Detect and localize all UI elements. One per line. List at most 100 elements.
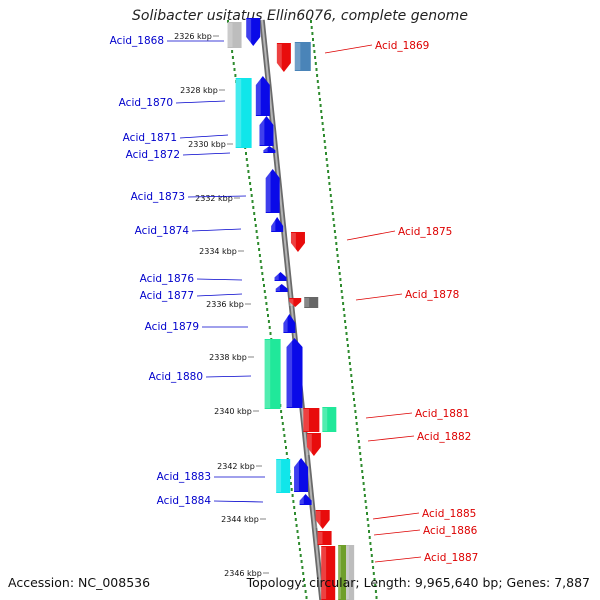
guide-dot — [325, 158, 328, 161]
gene-block-acid1870-arrow — [255, 76, 270, 116]
guide-dot — [359, 452, 362, 455]
guide-dot — [360, 464, 363, 467]
guide-dot — [259, 260, 262, 263]
guide-dot — [366, 512, 368, 515]
gene-label-right: Acid_1878 — [405, 289, 459, 301]
guide-dot — [353, 398, 355, 401]
guide-dot — [342, 302, 345, 305]
gene-block-acid1879-shade — [283, 315, 288, 332]
gene-block-acid1874-shade — [271, 218, 276, 231]
guide-dot — [280, 416, 283, 419]
gene-label-right: Acid_1882 — [417, 431, 471, 443]
guide-dot — [311, 32, 314, 35]
guide-dot — [348, 362, 351, 365]
leader-line — [179, 134, 229, 139]
leader-line — [373, 529, 421, 536]
guide-dot — [264, 296, 267, 299]
guide-dot — [292, 500, 295, 503]
guide-dot — [301, 566, 304, 569]
gene-block-acid1874 — [271, 217, 284, 232]
gene-block-acid1881-b-body — [322, 407, 337, 432]
gene-block-acid1886-shade — [317, 532, 323, 544]
leader-line — [367, 435, 415, 442]
leader-line — [196, 293, 243, 297]
gene-block-acid1878-b-shade — [304, 298, 310, 307]
guide-dot — [359, 458, 362, 461]
guide-dot — [318, 92, 321, 95]
leader-line — [346, 230, 396, 241]
gene-label-left: Acid_1873 — [131, 191, 185, 203]
guide-dot — [335, 248, 338, 251]
guide-dot — [267, 320, 270, 323]
guide-dot — [322, 128, 325, 131]
gene-block-acid1877-body — [275, 284, 288, 292]
guide-dot — [249, 188, 252, 191]
guide-dot — [262, 278, 265, 281]
gene-block-acid1880-b-body — [286, 338, 303, 408]
kbp-tick-label: 2326 kbp — [174, 32, 212, 41]
leader-line — [175, 100, 226, 104]
gene-block-acid1869-b-body — [294, 42, 311, 71]
gene-block-acid1883-b — [294, 458, 309, 492]
gene-block-acid1875-shade — [290, 233, 296, 251]
kbp-tick-label: 2340 kbp — [214, 407, 252, 416]
guide-dot — [302, 572, 305, 575]
guide-dot — [330, 200, 333, 203]
kbp-tick-label: 2334 kbp — [199, 247, 237, 256]
guide-dot — [374, 584, 377, 587]
gene-block-acid1874-body — [271, 217, 284, 232]
guide-dot — [261, 272, 264, 275]
gene-block-acid1878-a — [289, 298, 302, 307]
kbp-tick-label: 2344 kbp — [221, 515, 259, 524]
kbp-tick-label: 2338 kbp — [209, 353, 247, 362]
guide-dot — [327, 170, 330, 173]
guide-dot — [320, 110, 323, 113]
guide-dot — [331, 212, 334, 215]
guide-dot — [367, 524, 370, 527]
guide-dot — [318, 98, 321, 101]
guide-dot — [297, 536, 300, 539]
kbp-tick-label: 2330 kbp — [188, 140, 226, 149]
gene-label-left: Acid_1877 — [140, 290, 194, 302]
guide-dot — [313, 50, 316, 53]
guide-dot — [314, 56, 317, 59]
guide-dot — [293, 506, 296, 509]
gene-block-acid1887-b-body — [338, 545, 347, 600]
gene-block-acid1869-a-shade — [276, 44, 282, 71]
guide-dot — [328, 182, 331, 185]
guide-dot — [347, 350, 350, 353]
leader-line — [365, 412, 413, 419]
leader-line — [196, 278, 243, 281]
guide-dot — [321, 122, 324, 125]
guide-dot — [233, 68, 236, 71]
guide-dot — [249, 182, 252, 185]
guide-dot — [296, 530, 299, 533]
gene-block-acid1870 — [235, 78, 252, 148]
guide-dot — [252, 206, 255, 209]
guide-dot — [231, 50, 234, 53]
guide-dot — [289, 482, 292, 485]
gene-block-acid1883-a-shade — [276, 460, 282, 492]
guide-dot — [331, 206, 334, 209]
guide-dot — [281, 422, 284, 425]
gene-block-acid1871 — [259, 116, 274, 146]
gene-block-acid1887-a-shade — [321, 547, 327, 599]
guide-dot — [339, 278, 342, 281]
guide-dot — [280, 410, 283, 413]
leader-line — [355, 293, 403, 301]
guide-dot — [370, 548, 373, 551]
guide-dot — [254, 218, 256, 221]
gene-block-acid1887-b-shade — [338, 546, 341, 599]
gene-block-acid1880-b — [286, 338, 303, 408]
guide-dot — [351, 380, 353, 383]
guide-dot — [232, 62, 235, 65]
gene-block-acid1870-shade — [235, 79, 242, 147]
guide-dot — [246, 164, 249, 167]
gene-label-left: Acid_1880 — [149, 371, 203, 383]
guide-dot — [356, 428, 359, 431]
guide-dot — [312, 38, 314, 41]
gene-block-acid1868-b-shade — [246, 19, 252, 45]
guide-dot — [303, 578, 305, 581]
guide-dot — [349, 368, 352, 371]
gene-label-left: Acid_1884 — [157, 495, 212, 507]
